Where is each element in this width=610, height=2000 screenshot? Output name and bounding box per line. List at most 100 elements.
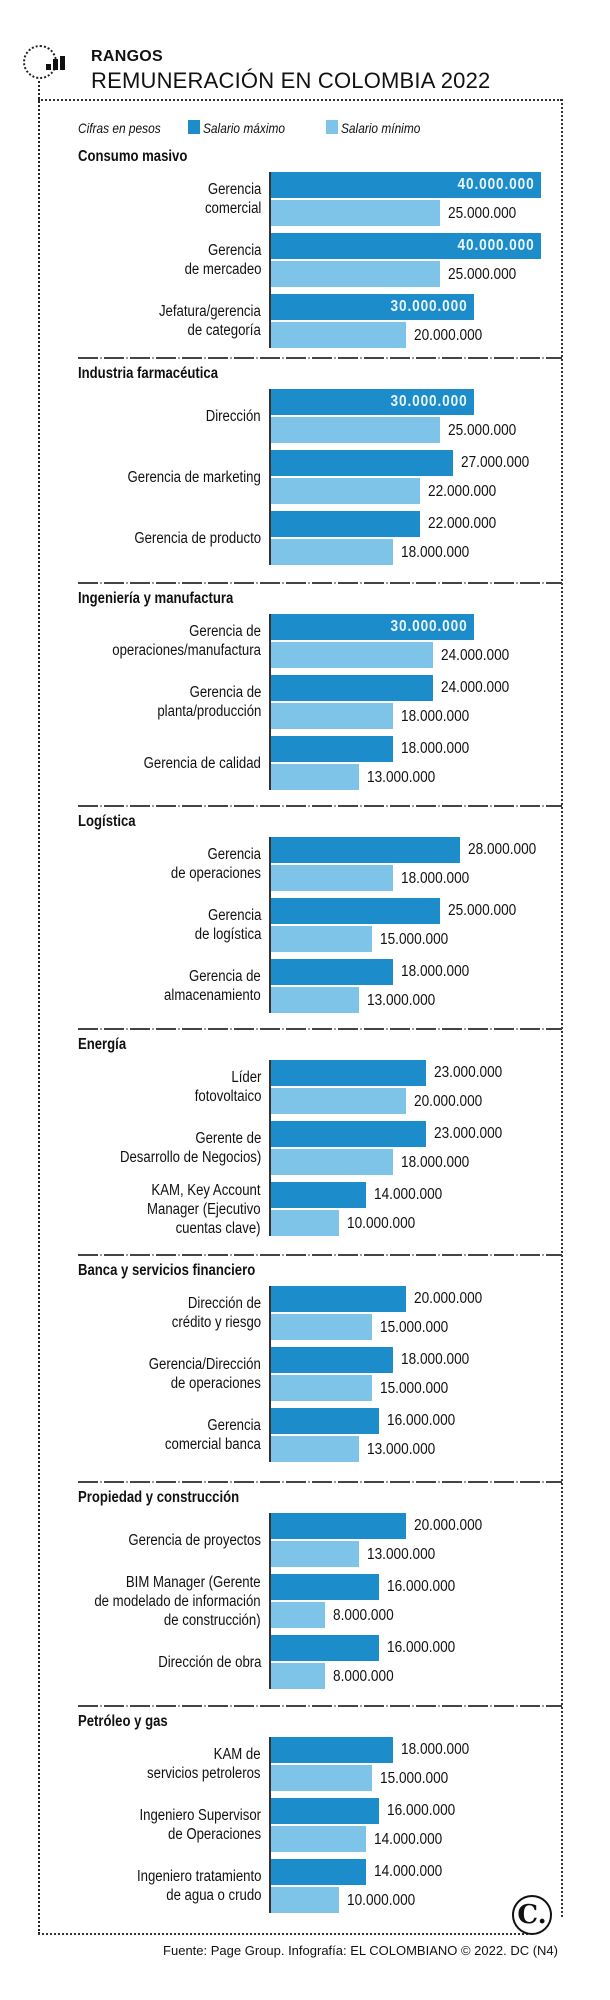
- category-label-line: de logística: [194, 926, 261, 943]
- value-label-max: 24.000.000: [441, 679, 510, 696]
- legend-units: Cifras en pesos: [78, 120, 161, 136]
- section-title: Petróleo y gas: [78, 1713, 168, 1730]
- value-label-max: 30.000.000: [390, 618, 468, 635]
- category-label-line: KAM, Key Account: [151, 1181, 261, 1199]
- value-label-max: 40.000.000: [457, 176, 535, 193]
- value-label-min: 18.000.000: [400, 544, 469, 561]
- section-title: Energía: [78, 1036, 127, 1053]
- bar-salario-minimo: [271, 200, 440, 226]
- bar-salario-minimo: [271, 764, 359, 790]
- category-label-line: de construcción): [164, 1611, 261, 1629]
- value-label-max: 30.000.000: [390, 393, 468, 410]
- value-label-max: 16.000.000: [387, 1412, 456, 1429]
- bar-salario-maximo: [271, 1574, 379, 1600]
- bar-salario-minimo: [271, 987, 359, 1013]
- category-label-line: comercial banca: [165, 1436, 261, 1453]
- bar-salario-minimo: [271, 642, 433, 668]
- category-label: Gerente de Desarrollo de Negocios): [120, 1129, 261, 1167]
- bar-salario-maximo: [271, 172, 541, 198]
- bar-salario-minimo: [271, 1436, 359, 1462]
- frame-border-left: [38, 62, 40, 1934]
- value-label-max: 16.000.000: [387, 1639, 456, 1656]
- bar-salario-minimo: [271, 1826, 366, 1852]
- category-label-line: Dirección de: [187, 1295, 261, 1312]
- value-label-min: 13.000.000: [366, 1546, 436, 1563]
- source-footer: Fuente: Page Group. Infografía: EL COLOM…: [163, 1943, 558, 1958]
- section-badge: [23, 45, 57, 79]
- bar-salario-minimo: [271, 261, 440, 287]
- category-label-line: fotovoltaico: [194, 1088, 261, 1105]
- chart-title: REMUNERACIÓN EN COLOMBIA 2022: [91, 68, 491, 93]
- bar-salario-maximo: [271, 1859, 366, 1885]
- category-label-line: crédito y riesgo: [171, 1314, 261, 1331]
- category-label: Líder fotovoltaico: [194, 1068, 261, 1106]
- category-axis: [269, 1286, 271, 1462]
- bar-salario-minimo: [271, 1541, 359, 1567]
- frame-border-top: [38, 99, 562, 101]
- category-label-line: Gerencia: [207, 907, 261, 924]
- bar-salario-maximo: [271, 1060, 427, 1086]
- category-label-line: Dirección: [206, 407, 261, 425]
- category-label-line: Dirección de obra: [157, 1653, 261, 1671]
- category-label: Gerencia de mercadeo: [184, 241, 261, 279]
- value-label-max: 23.000.000: [434, 1125, 503, 1142]
- value-label-max: 40.000.000: [457, 237, 535, 254]
- value-label-max: 18.000.000: [400, 963, 469, 980]
- value-label-max: 25.000.000: [447, 902, 517, 919]
- category-label-line: Gerencia de calidad: [143, 754, 261, 772]
- category-label: Gerencia de operaciones/manufactura: [112, 622, 261, 660]
- category-label-line: de mercadeo: [184, 261, 261, 278]
- value-label-max: 16.000.000: [387, 1802, 456, 1819]
- category-label-line: Gerencia: [207, 1417, 261, 1434]
- value-label-max: 23.000.000: [434, 1064, 503, 1081]
- bar-salario-maximo: [271, 675, 433, 701]
- value-label-min: 25.000.000: [447, 422, 517, 439]
- section-title: Ingeniería y manufactura: [78, 590, 234, 607]
- category-label: Dirección de obra: [158, 1653, 261, 1672]
- section-title: Industria farmacéutica: [78, 365, 219, 382]
- category-label: Gerencia de marketing: [128, 468, 261, 487]
- bar-salario-minimo: [271, 1149, 393, 1175]
- bar-salario-maximo: [271, 389, 474, 415]
- value-label-max: 18.000.000: [400, 1351, 469, 1368]
- bar-salario-maximo: [271, 1121, 427, 1147]
- value-label-max: 16.000.000: [387, 1578, 456, 1595]
- value-label-max: 28.000.000: [468, 841, 537, 858]
- value-label-min: 15.000.000: [380, 1770, 449, 1787]
- category-label-line: Ingeniero Supervisor: [139, 1807, 261, 1824]
- value-label-max: 14.000.000: [373, 1186, 442, 1203]
- category-label: Gerencia de planta/producción: [157, 683, 261, 721]
- category-label-line: Gerencia: [207, 242, 261, 259]
- bar-salario-minimo: [271, 865, 393, 891]
- bar-salario-maximo: [271, 1737, 393, 1763]
- category-label-line: Jefatura/gerencia: [159, 303, 261, 320]
- bar-salario-minimo: [271, 1210, 339, 1236]
- bar-salario-maximo: [271, 511, 420, 537]
- category-label-line: Gerencia de proyectos: [128, 1531, 261, 1549]
- value-label-min: 8.000.000: [333, 1668, 394, 1685]
- category-label: KAM de servicios petroleros: [147, 1745, 261, 1783]
- category-label-line: servicios petroleros: [147, 1765, 261, 1782]
- bar-salario-maximo: [271, 1513, 406, 1539]
- section-title: Consumo masivo: [78, 148, 188, 165]
- value-label-min: 13.000.000: [366, 1441, 436, 1458]
- category-label: Gerencia de producto: [134, 529, 261, 548]
- kicker: RANGOS: [91, 48, 164, 65]
- category-label-line: de operaciones: [170, 865, 261, 882]
- section-divider: [78, 1705, 562, 1707]
- category-label-line: operaciones/manufactura: [112, 642, 261, 659]
- category-label-line: Gerencia de producto: [134, 529, 261, 547]
- category-label-line: Gerencia: [207, 181, 261, 198]
- bar-salario-maximo: [271, 614, 474, 640]
- category-label: Dirección de crédito y riesgo: [172, 1294, 261, 1332]
- category-label: Gerencia/Dirección de operaciones: [149, 1355, 261, 1393]
- category-label-line: de Operaciones: [167, 1826, 261, 1843]
- category-label-line: Desarrollo de Negocios): [119, 1149, 261, 1166]
- section-divider: [78, 1028, 562, 1030]
- value-label-min: 10.000.000: [346, 1215, 415, 1232]
- value-label-max: 20.000.000: [414, 1290, 483, 1307]
- category-label-line: de operaciones: [170, 1375, 261, 1392]
- bar-salario-maximo: [271, 1408, 379, 1434]
- bar-salario-maximo: [271, 294, 474, 320]
- value-label-min: 10.000.000: [346, 1892, 415, 1909]
